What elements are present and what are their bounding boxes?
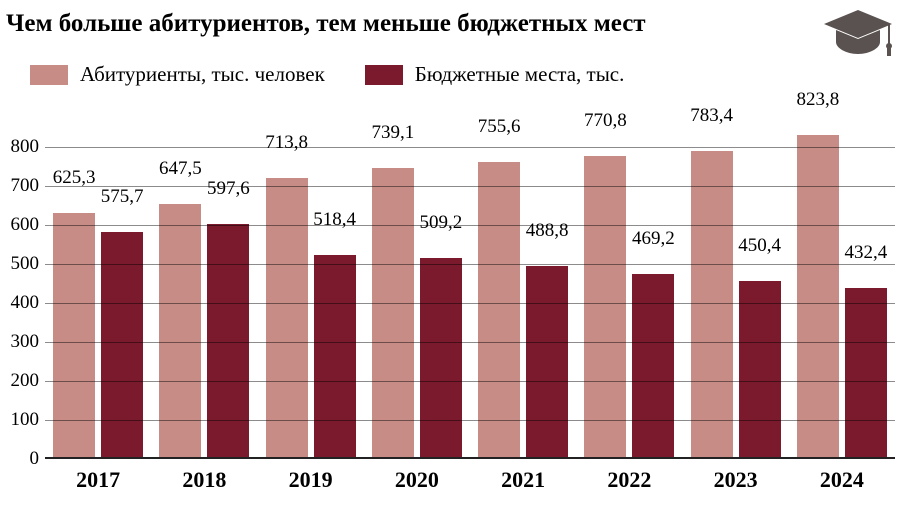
y-tick-label: 100 [11, 409, 46, 431]
grid-line [45, 381, 895, 382]
y-tick-label: 500 [11, 253, 46, 275]
chart-area: 625,3575,7647,5597,6713,8518,4739,1509,2… [45, 127, 895, 459]
bar-value-label: 450,4 [738, 235, 781, 257]
grid-line [45, 342, 895, 343]
bar-value-label: 469,2 [632, 228, 675, 250]
bar-applicants [266, 178, 308, 457]
chart-container: Чем больше абитуриентов, тем меньше бюдж… [0, 0, 900, 506]
grid-line [45, 147, 895, 148]
grid-line [45, 303, 895, 304]
y-tick-label: 0 [30, 448, 46, 470]
bar-budget_places [632, 274, 674, 457]
bar-value-label: 518,4 [313, 209, 356, 231]
legend-item-1: Бюджетные места, тыс. [365, 62, 625, 87]
legend-swatch [365, 65, 403, 85]
bar-budget_places [207, 224, 249, 457]
bar-value-label: 755,6 [478, 116, 521, 138]
bar-applicants [797, 135, 839, 457]
x-axis-label: 2020 [395, 467, 439, 493]
grid-line [45, 264, 895, 265]
bar-value-label: 488,8 [526, 220, 569, 242]
graduation-cap-icon [822, 6, 894, 67]
y-tick-label: 200 [11, 370, 46, 392]
bar-value-label: 575,7 [101, 186, 144, 208]
bar-value-label: 823,8 [797, 89, 840, 111]
legend-swatch [30, 65, 68, 85]
x-axis-label: 2018 [182, 467, 226, 493]
grid-line [45, 225, 895, 226]
legend-label: Бюджетные места, тыс. [415, 62, 625, 87]
x-axis-label: 2024 [820, 467, 864, 493]
bar-budget_places [314, 255, 356, 457]
bar-value-label: 597,6 [207, 178, 250, 200]
x-axis-label: 2023 [714, 467, 758, 493]
bar-applicants [478, 162, 520, 457]
bar-value-label: 713,8 [265, 132, 308, 154]
bar-value-label: 647,5 [159, 158, 202, 180]
bar-budget_places [101, 232, 143, 457]
bar-budget_places [739, 281, 781, 457]
y-tick-label: 400 [11, 292, 46, 314]
bar-applicants [372, 168, 414, 457]
y-tick-label: 600 [11, 214, 46, 236]
y-tick-label: 700 [11, 175, 46, 197]
bar-value-label: 432,4 [845, 242, 888, 264]
bar-value-label: 509,2 [420, 212, 463, 234]
bar-budget_places [845, 288, 887, 457]
page-title: Чем больше абитуриентов, тем меньше бюдж… [6, 10, 646, 38]
x-axis-label: 2017 [76, 467, 120, 493]
x-axis-label: 2022 [607, 467, 651, 493]
legend-label: Абитуриенты, тыс. человек [80, 62, 325, 87]
bar-value-label: 739,1 [372, 122, 415, 144]
x-axis-label: 2021 [501, 467, 545, 493]
legend-item-0: Абитуриенты, тыс. человек [30, 62, 325, 87]
bar-applicants [691, 151, 733, 457]
y-tick-label: 800 [11, 136, 46, 158]
bars-layer: 625,3575,7647,5597,6713,8518,4739,1509,2… [45, 127, 895, 457]
bar-budget_places [420, 258, 462, 457]
grid-line [45, 186, 895, 187]
bar-applicants [584, 156, 626, 457]
legend: Абитуриенты, тыс. человек Бюджетные места… [30, 62, 624, 87]
x-axis-labels: 2017 2018 2019 2020 2021 2022 2023 2024 [45, 463, 895, 499]
x-axis-label: 2019 [289, 467, 333, 493]
bar-value-label: 783,4 [690, 105, 733, 127]
grid-line [45, 420, 895, 421]
y-tick-label: 300 [11, 331, 46, 353]
bar-value-label: 770,8 [584, 110, 627, 132]
bar-budget_places [526, 266, 568, 457]
